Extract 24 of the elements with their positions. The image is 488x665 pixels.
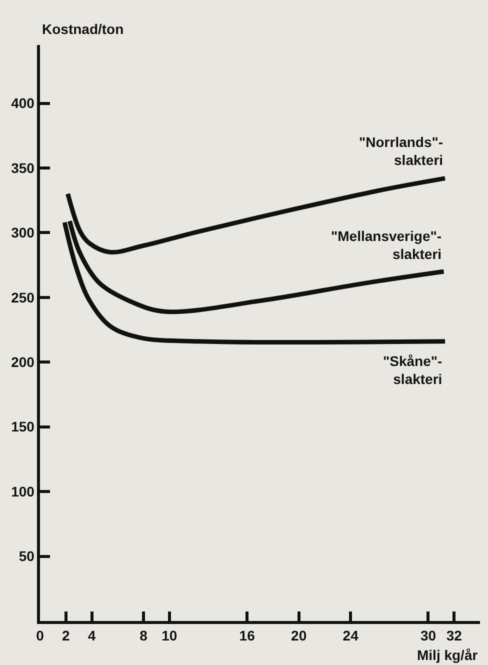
y-tick-label: 100 bbox=[11, 483, 35, 500]
x-tick-label: 16 bbox=[239, 628, 256, 644]
x-tick-label: 2 bbox=[62, 628, 70, 644]
x-tick-label: 10 bbox=[162, 628, 178, 644]
y-tick-label: 250 bbox=[11, 289, 35, 306]
x-tick-label: 24 bbox=[342, 628, 359, 644]
y-axis-title: Kostnad/ton bbox=[42, 21, 124, 37]
line-series bbox=[62, 220, 448, 345]
x-tick-label: 4 bbox=[88, 628, 96, 644]
y-tick-label: 150 bbox=[11, 418, 35, 435]
x-tick-label: 20 bbox=[291, 628, 307, 644]
series-label: "Skåne"- slakteri bbox=[383, 353, 443, 388]
x-tick-label: 0 bbox=[36, 628, 44, 644]
x-tick-label: 32 bbox=[446, 628, 462, 644]
y-tick-label: 200 bbox=[11, 354, 35, 370]
y-tick-label: 300 bbox=[11, 224, 35, 241]
y-tick-label: 400 bbox=[11, 95, 35, 112]
series-label: "Mellansverige"- slakteri bbox=[331, 228, 442, 262]
series-label: "Norrlands"- slakteri bbox=[359, 134, 444, 168]
y-tick-label: 350 bbox=[11, 160, 35, 176]
x-tick-label: 8 bbox=[140, 628, 148, 644]
y-tick-label: 50 bbox=[18, 548, 35, 564]
x-tick-label: 30 bbox=[420, 628, 436, 644]
x-axis-title: Milj kg/år bbox=[417, 647, 478, 663]
